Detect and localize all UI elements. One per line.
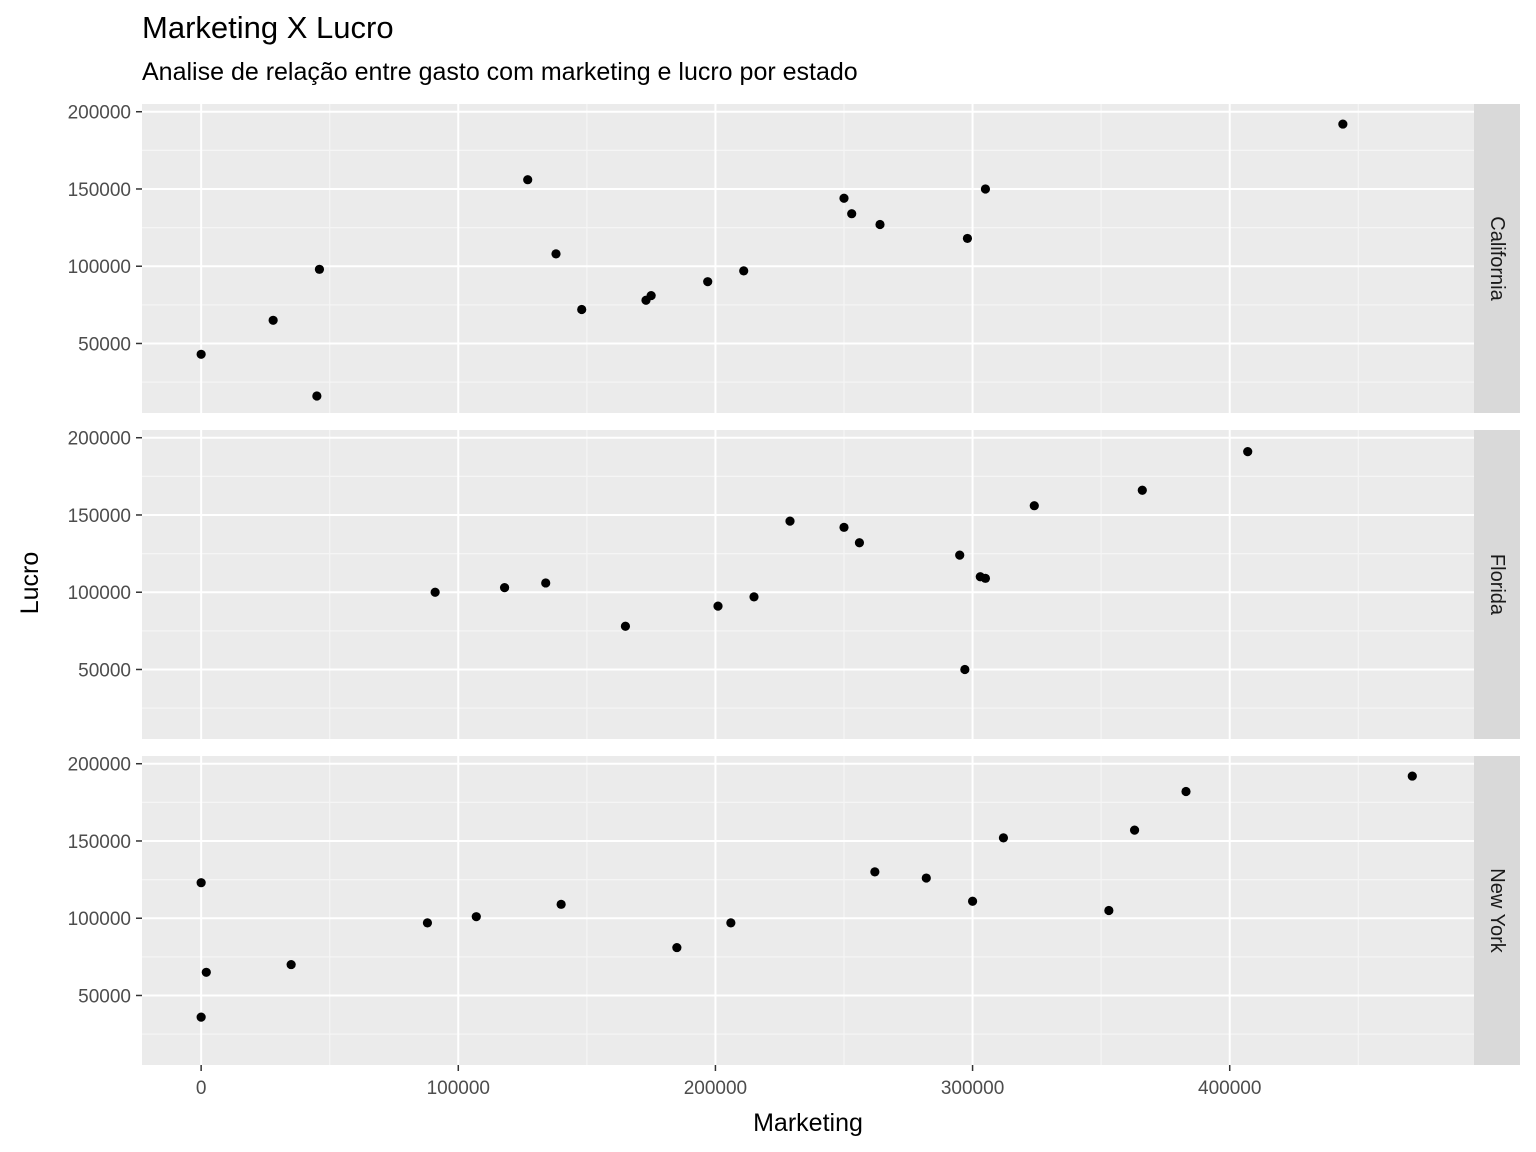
data-point [1243,447,1253,457]
data-point [739,266,749,276]
data-point [620,621,631,631]
data-point [955,550,965,560]
x-tick-label: 100000 [427,1078,490,1099]
x-tick-label: 200000 [684,1078,747,1099]
data-point [703,277,713,287]
facet-strip [1474,104,1520,413]
data-point [556,899,566,909]
data-point [196,878,206,888]
data-point [960,664,970,675]
data-point [726,918,736,928]
data-point [196,349,206,359]
data-point [577,304,587,315]
y-tick-label: 100000 [68,909,131,930]
data-point [1129,825,1140,835]
data-point [1029,501,1039,511]
y-tick-label: 200000 [68,429,131,450]
data-point [422,918,433,928]
y-tick-label: 100000 [68,257,131,278]
chart-subtitle: Analise de relação entre gasto com marke… [142,58,858,86]
data-point [1104,905,1114,916]
data-point [541,578,551,588]
data-point [713,601,723,611]
panel-background [142,430,1474,739]
data-point [854,538,865,548]
data-point [967,896,978,906]
x-tick-label: 300000 [941,1078,1004,1099]
data-point [875,219,885,230]
facet-strip [1474,756,1520,1065]
data-point [1407,771,1417,781]
facet-strip [1474,430,1520,739]
data-point [268,315,278,325]
y-tick-label: 150000 [68,506,131,527]
x-axis-title: Marketing [753,1109,863,1137]
data-point [749,592,759,602]
data-point [499,582,510,593]
data-point [312,391,322,401]
panel-background [142,756,1474,1065]
y-tick-label: 150000 [68,832,131,853]
data-point [785,516,795,526]
data-point [196,1012,206,1022]
y-tick-label: 100000 [68,583,131,604]
data-point [980,184,991,194]
data-point [980,573,991,583]
data-point [314,264,325,274]
data-point [1181,786,1191,797]
data-point [1338,119,1348,129]
data-point [286,959,296,970]
data-point [672,942,682,953]
data-point [870,867,880,877]
data-point [201,967,211,977]
facet-strip-label: New York [1486,868,1508,953]
y-tick-label: 50000 [78,986,131,1007]
data-point [839,522,849,532]
data-point [847,209,857,219]
data-point [471,912,481,922]
chart-title: Marketing X Lucro [142,10,394,45]
y-tick-label: 50000 [78,660,131,681]
facet-strip-label: Florida [1486,554,1508,616]
data-point [1137,485,1147,495]
data-point [430,587,440,597]
y-tick-label: 50000 [78,334,131,355]
data-point [646,290,656,301]
facet-strip-label: California [1486,216,1508,301]
y-tick-label: 150000 [68,180,131,201]
y-tick-label: 200000 [68,103,131,124]
y-tick-label: 200000 [68,755,131,776]
data-point [839,193,849,203]
x-tick-label: 400000 [1198,1078,1261,1099]
y-axis-title: Lucro [16,552,44,615]
data-point [523,175,533,185]
x-tick-label: 0 [196,1078,207,1099]
data-point [921,873,931,883]
data-point [962,233,973,244]
data-point [998,833,1009,843]
panel-background [142,104,1474,413]
data-point [551,249,561,259]
